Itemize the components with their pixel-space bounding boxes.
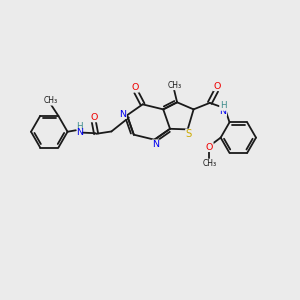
Text: O: O: [90, 113, 98, 122]
Text: N: N: [152, 140, 159, 149]
Text: H: H: [76, 122, 83, 131]
Text: S: S: [186, 129, 192, 139]
Text: CH₃: CH₃: [44, 96, 58, 105]
Text: O: O: [206, 142, 213, 152]
Text: O: O: [132, 83, 139, 92]
Text: N: N: [119, 110, 126, 118]
Text: CH₃: CH₃: [168, 81, 182, 90]
Text: O: O: [213, 82, 220, 91]
Text: H: H: [220, 101, 226, 110]
Text: CH₃: CH₃: [202, 159, 217, 168]
Text: N: N: [76, 128, 83, 137]
Text: N: N: [220, 107, 226, 116]
